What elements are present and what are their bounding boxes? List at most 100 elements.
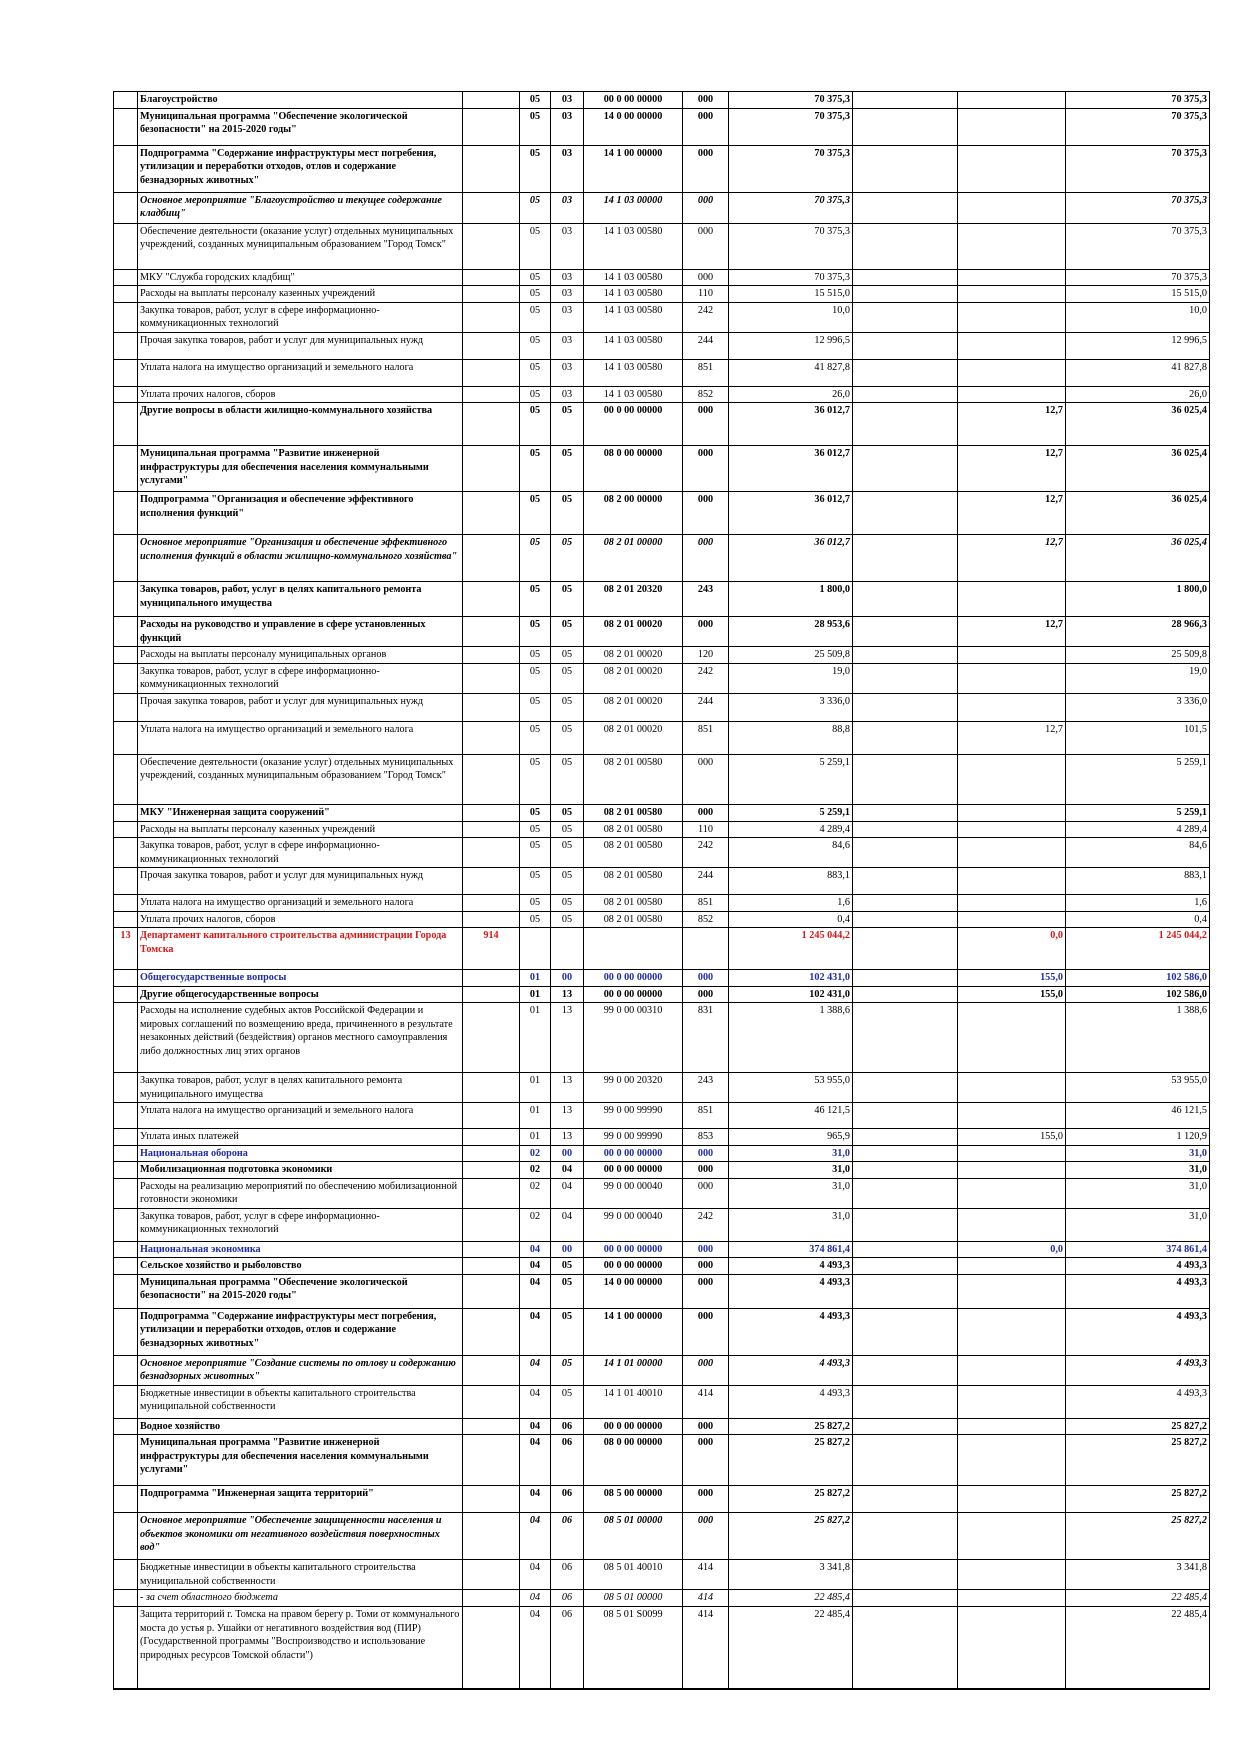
dept-code <box>462 867 520 895</box>
approved-amount: 374 861,4 <box>728 1240 853 1258</box>
dept-code <box>462 301 520 333</box>
expense-type-code: 853 <box>682 1128 729 1146</box>
updated-amount: 102 586,0 <box>1065 985 1210 1003</box>
table-row: Мобилизационная подготовка экономики 02 04… <box>113 1161 1210 1179</box>
change-amount: 12,7 <box>957 402 1066 446</box>
updated-amount: 70 375,3 <box>1065 144 1210 193</box>
row-number <box>113 985 138 1003</box>
section-code: 05 <box>519 662 551 694</box>
item-name: Подпрограмма "Организация и обеспечение … <box>137 491 463 535</box>
change-amount: 0,0 <box>957 927 1066 970</box>
section-code: 02 <box>519 1161 551 1179</box>
target-article-code: 00 0 00 00000 <box>583 1161 683 1179</box>
amount-column-2 <box>852 1177 958 1209</box>
row-number <box>113 581 138 617</box>
updated-amount: 36 025,4 <box>1065 445 1210 492</box>
table-row: Подпрограмма "Содержание инфраструктуры … <box>113 144 1210 193</box>
section-code: 04 <box>519 1559 551 1590</box>
row-number <box>113 331 138 360</box>
row-number <box>113 445 138 492</box>
table-row: Водное хозяйство 04 06 00 0 00 00000 000 25 8… <box>113 1417 1210 1435</box>
approved-amount: 965,9 <box>728 1128 853 1146</box>
item-name: Водное хозяйство <box>137 1417 463 1435</box>
dept-code <box>462 491 520 535</box>
target-article-code: 08 2 01 00580 <box>583 820 683 838</box>
subsection-code: 03 <box>550 358 584 387</box>
table-row: Расходы на выплаты персоналу казенных уч… <box>113 820 1210 838</box>
section-code: 01 <box>519 1128 551 1146</box>
dept-code <box>462 1207 520 1242</box>
expense-type-code: 000 <box>682 1434 729 1486</box>
item-name: Расходы на руководство и управление в сф… <box>137 616 463 647</box>
section-code: 05 <box>519 191 551 224</box>
section-code: 05 <box>519 720 551 755</box>
row-number <box>113 1128 138 1146</box>
change-amount: 12,7 <box>957 491 1066 535</box>
updated-amount: 31,0 <box>1065 1177 1210 1209</box>
approved-amount: 102 431,0 <box>728 969 853 987</box>
table-row: Расходы на руководство и управление в сф… <box>113 616 1210 647</box>
table-row: Другие общегосударственные вопросы 01 13 00… <box>113 985 1210 1003</box>
expense-type-code: 000 <box>682 402 729 446</box>
expense-type-code: 000 <box>682 1177 729 1209</box>
subsection-code: 05 <box>550 581 584 617</box>
amount-column-2 <box>852 1144 958 1162</box>
target-article-code: 08 2 01 00580 <box>583 753 683 805</box>
table-row: Закупка товаров, работ, услуг в сфере ин… <box>113 662 1210 694</box>
expense-type-code: 000 <box>682 803 729 822</box>
expense-type-code: 851 <box>682 894 729 912</box>
expense-type-code: 000 <box>682 1240 729 1258</box>
target-article-code: 14 1 01 00000 <box>583 1354 683 1386</box>
target-article-code: 00 0 00 00000 <box>583 91 683 109</box>
approved-amount: 26,0 <box>728 385 853 403</box>
row-number <box>113 1207 138 1242</box>
change-amount <box>957 753 1066 805</box>
expense-type-code: 110 <box>682 820 729 838</box>
amount-column-2 <box>852 720 958 755</box>
updated-amount: 1 800,0 <box>1065 581 1210 617</box>
dept-code <box>462 985 520 1003</box>
updated-amount: 70 375,3 <box>1065 107 1210 146</box>
target-article-code: 14 1 01 40010 <box>583 1384 683 1419</box>
approved-amount: 25 827,2 <box>728 1512 853 1560</box>
subsection-code: 05 <box>550 616 584 647</box>
subsection-code: 05 <box>550 894 584 912</box>
section-code: 05 <box>519 753 551 805</box>
section-code: 05 <box>519 803 551 822</box>
table-row: Расходы на реализацию мероприятий по обе… <box>113 1177 1210 1209</box>
table-row: Обеспечение деятельности (оказание услуг… <box>113 753 1210 805</box>
approved-amount: 28 953,6 <box>728 616 853 647</box>
amount-column-2 <box>852 1559 958 1590</box>
updated-amount: 3 336,0 <box>1065 692 1210 722</box>
updated-amount: 1 388,6 <box>1065 1002 1210 1073</box>
expense-type-code: 000 <box>682 1417 729 1435</box>
updated-amount: 25 509,8 <box>1065 646 1210 664</box>
change-amount <box>957 1559 1066 1590</box>
amount-column-2 <box>852 1102 958 1129</box>
target-article-code: 14 1 03 00580 <box>583 301 683 333</box>
expense-type-code: 110 <box>682 285 729 303</box>
dept-code <box>462 1434 520 1486</box>
approved-amount: 0,4 <box>728 910 853 928</box>
dept-code <box>462 894 520 912</box>
row-number <box>113 720 138 755</box>
section-code: 05 <box>519 268 551 286</box>
expense-type-code <box>682 927 729 970</box>
target-article-code: 14 1 03 00580 <box>583 385 683 403</box>
section-code: 02 <box>519 1144 551 1162</box>
row-number <box>113 534 138 582</box>
table-row: Основное мероприятие "Обеспечение защище… <box>113 1512 1210 1560</box>
target-article-code: 99 0 00 99990 <box>583 1102 683 1129</box>
updated-amount: 25 827,2 <box>1065 1512 1210 1560</box>
amount-column-2 <box>852 646 958 664</box>
amount-column-2 <box>852 1207 958 1242</box>
expense-type-code: 000 <box>682 534 729 582</box>
updated-amount: 70 375,3 <box>1065 268 1210 286</box>
section-code: 05 <box>519 491 551 535</box>
table-row: Общегосударственные вопросы 01 00 00 0 00 0… <box>113 969 1210 987</box>
dept-code <box>462 753 520 805</box>
target-article-code: 08 2 01 00580 <box>583 910 683 928</box>
subsection-code: 03 <box>550 107 584 146</box>
section-code: 05 <box>519 820 551 838</box>
amount-column-2 <box>852 753 958 805</box>
